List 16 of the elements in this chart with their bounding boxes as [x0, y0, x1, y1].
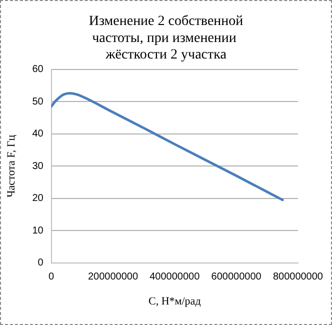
x-tick-label: 400000000	[150, 272, 200, 283]
y-tick-label: 40	[32, 128, 44, 140]
y-tick-label: 20	[32, 193, 44, 204]
y-axis-title: Частота F, Гц	[5, 134, 18, 198]
x-axis-title: С, Н*м/рад	[148, 295, 202, 308]
y-tick-label: 60	[32, 64, 44, 76]
y-tick-label: 10	[32, 225, 44, 236]
y-tick-label: 30	[32, 160, 44, 172]
x-tick-label: 200000000	[88, 272, 138, 283]
line-series	[51, 92, 284, 202]
x-tick-label: 0	[48, 272, 55, 283]
y-tick-label: 50	[32, 96, 44, 108]
x-tick-label: 600000000	[211, 272, 262, 283]
y-tick-label: 0	[38, 258, 44, 269]
x-tick-label: 800000000	[272, 272, 324, 283]
chart-title: Изменение 2 собственной частоты, при изменении жёсткости 2 участка	[88, 14, 244, 63]
